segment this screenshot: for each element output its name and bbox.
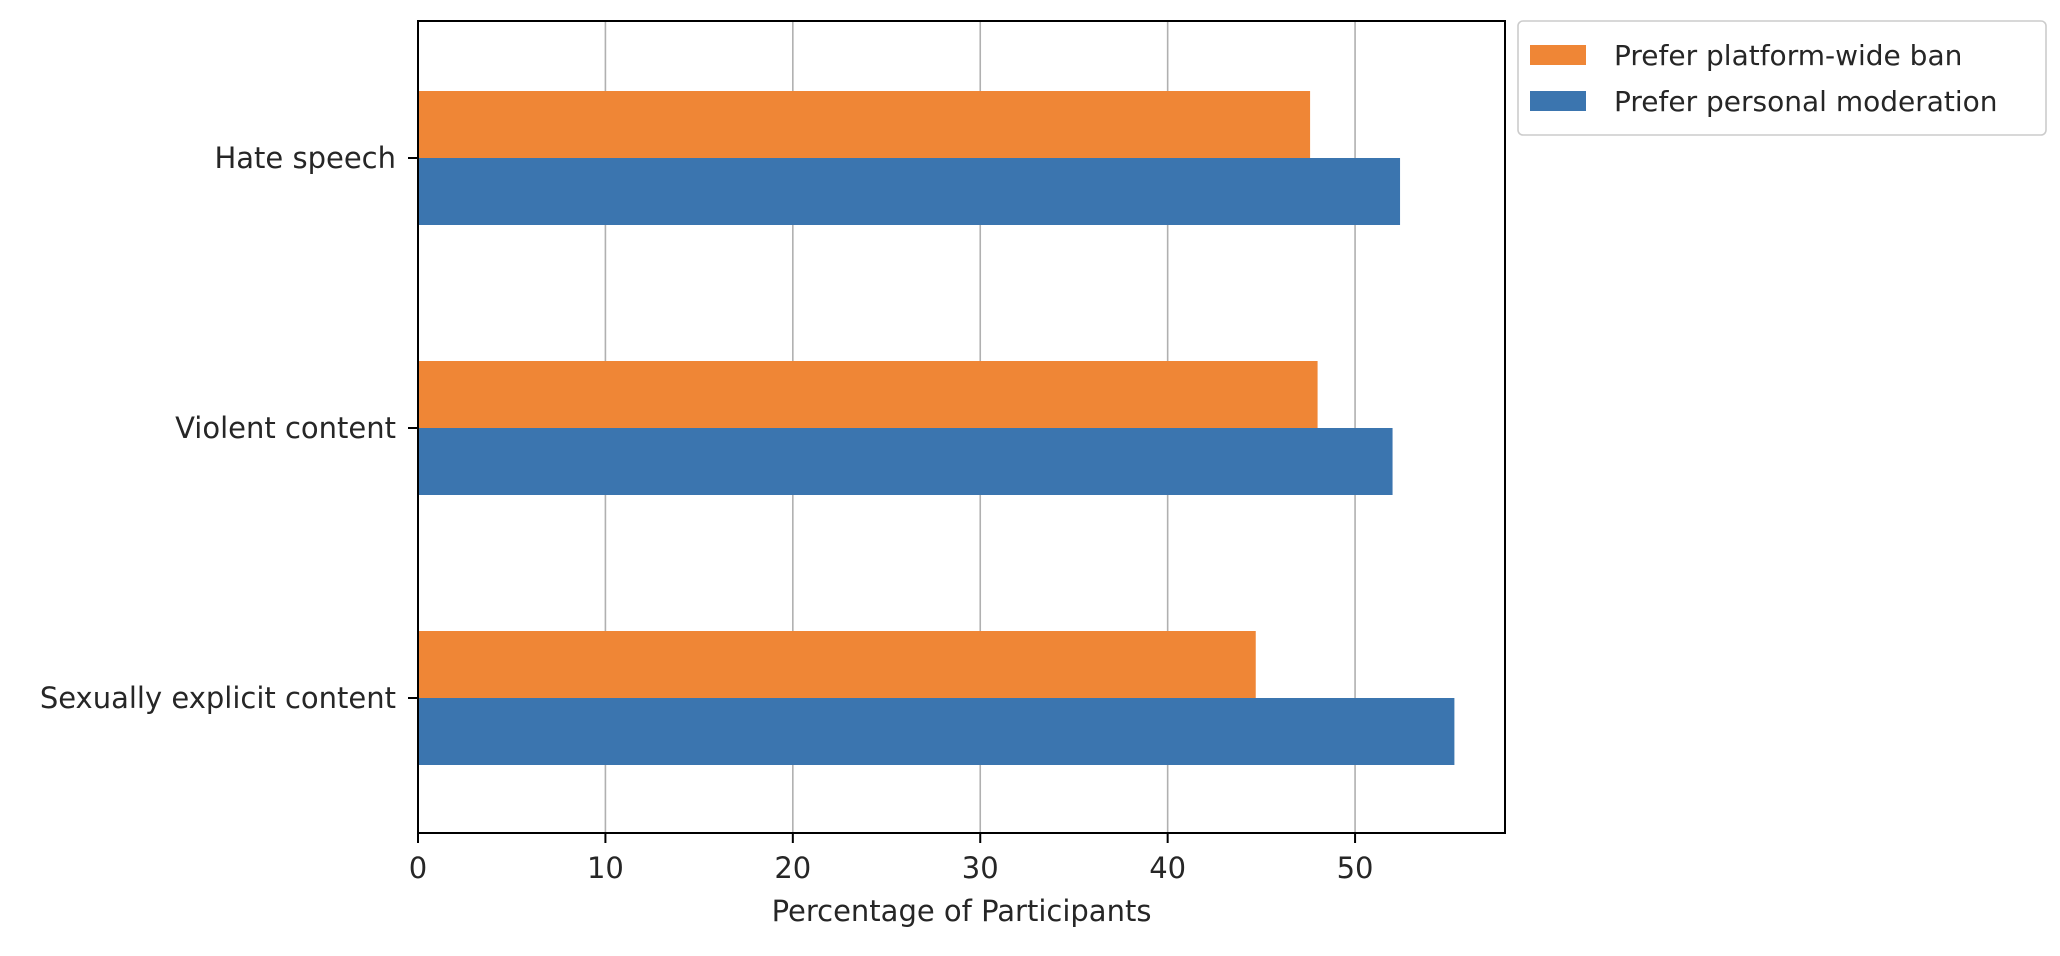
legend: Prefer platform-wide ban Prefer personal … [1517, 20, 2047, 136]
legend-label: Prefer personal moderation [1614, 85, 1998, 118]
legend-box [1517, 20, 2047, 136]
bar [418, 91, 1311, 158]
bar [418, 428, 1393, 495]
bar [418, 158, 1401, 225]
x-tick-label: 40 [1149, 851, 1186, 885]
legend-label: Prefer platform-wide ban [1614, 39, 1962, 72]
x-axis-title: Percentage of Participants [772, 894, 1152, 928]
bar [418, 698, 1455, 765]
bar [418, 361, 1318, 428]
legend-swatch [1530, 45, 1586, 65]
y-category-label: Hate speech [214, 141, 396, 175]
x-axis-ticks: 0 10 20 30 40 50 [409, 833, 1374, 885]
y-axis-ticks: Hate speech Violent content Sexually expli… [40, 141, 418, 715]
y-category-label: Violent content [175, 411, 396, 445]
x-tick-label: 0 [409, 851, 427, 885]
x-tick-label: 50 [1337, 851, 1374, 885]
bars [418, 91, 1455, 765]
x-tick-label: 30 [962, 851, 999, 885]
x-tick-label: 10 [587, 851, 624, 885]
legend-swatch [1530, 91, 1586, 111]
y-category-label: Sexually explicit content [40, 681, 396, 715]
bar [418, 631, 1256, 698]
x-tick-label: 20 [774, 851, 811, 885]
